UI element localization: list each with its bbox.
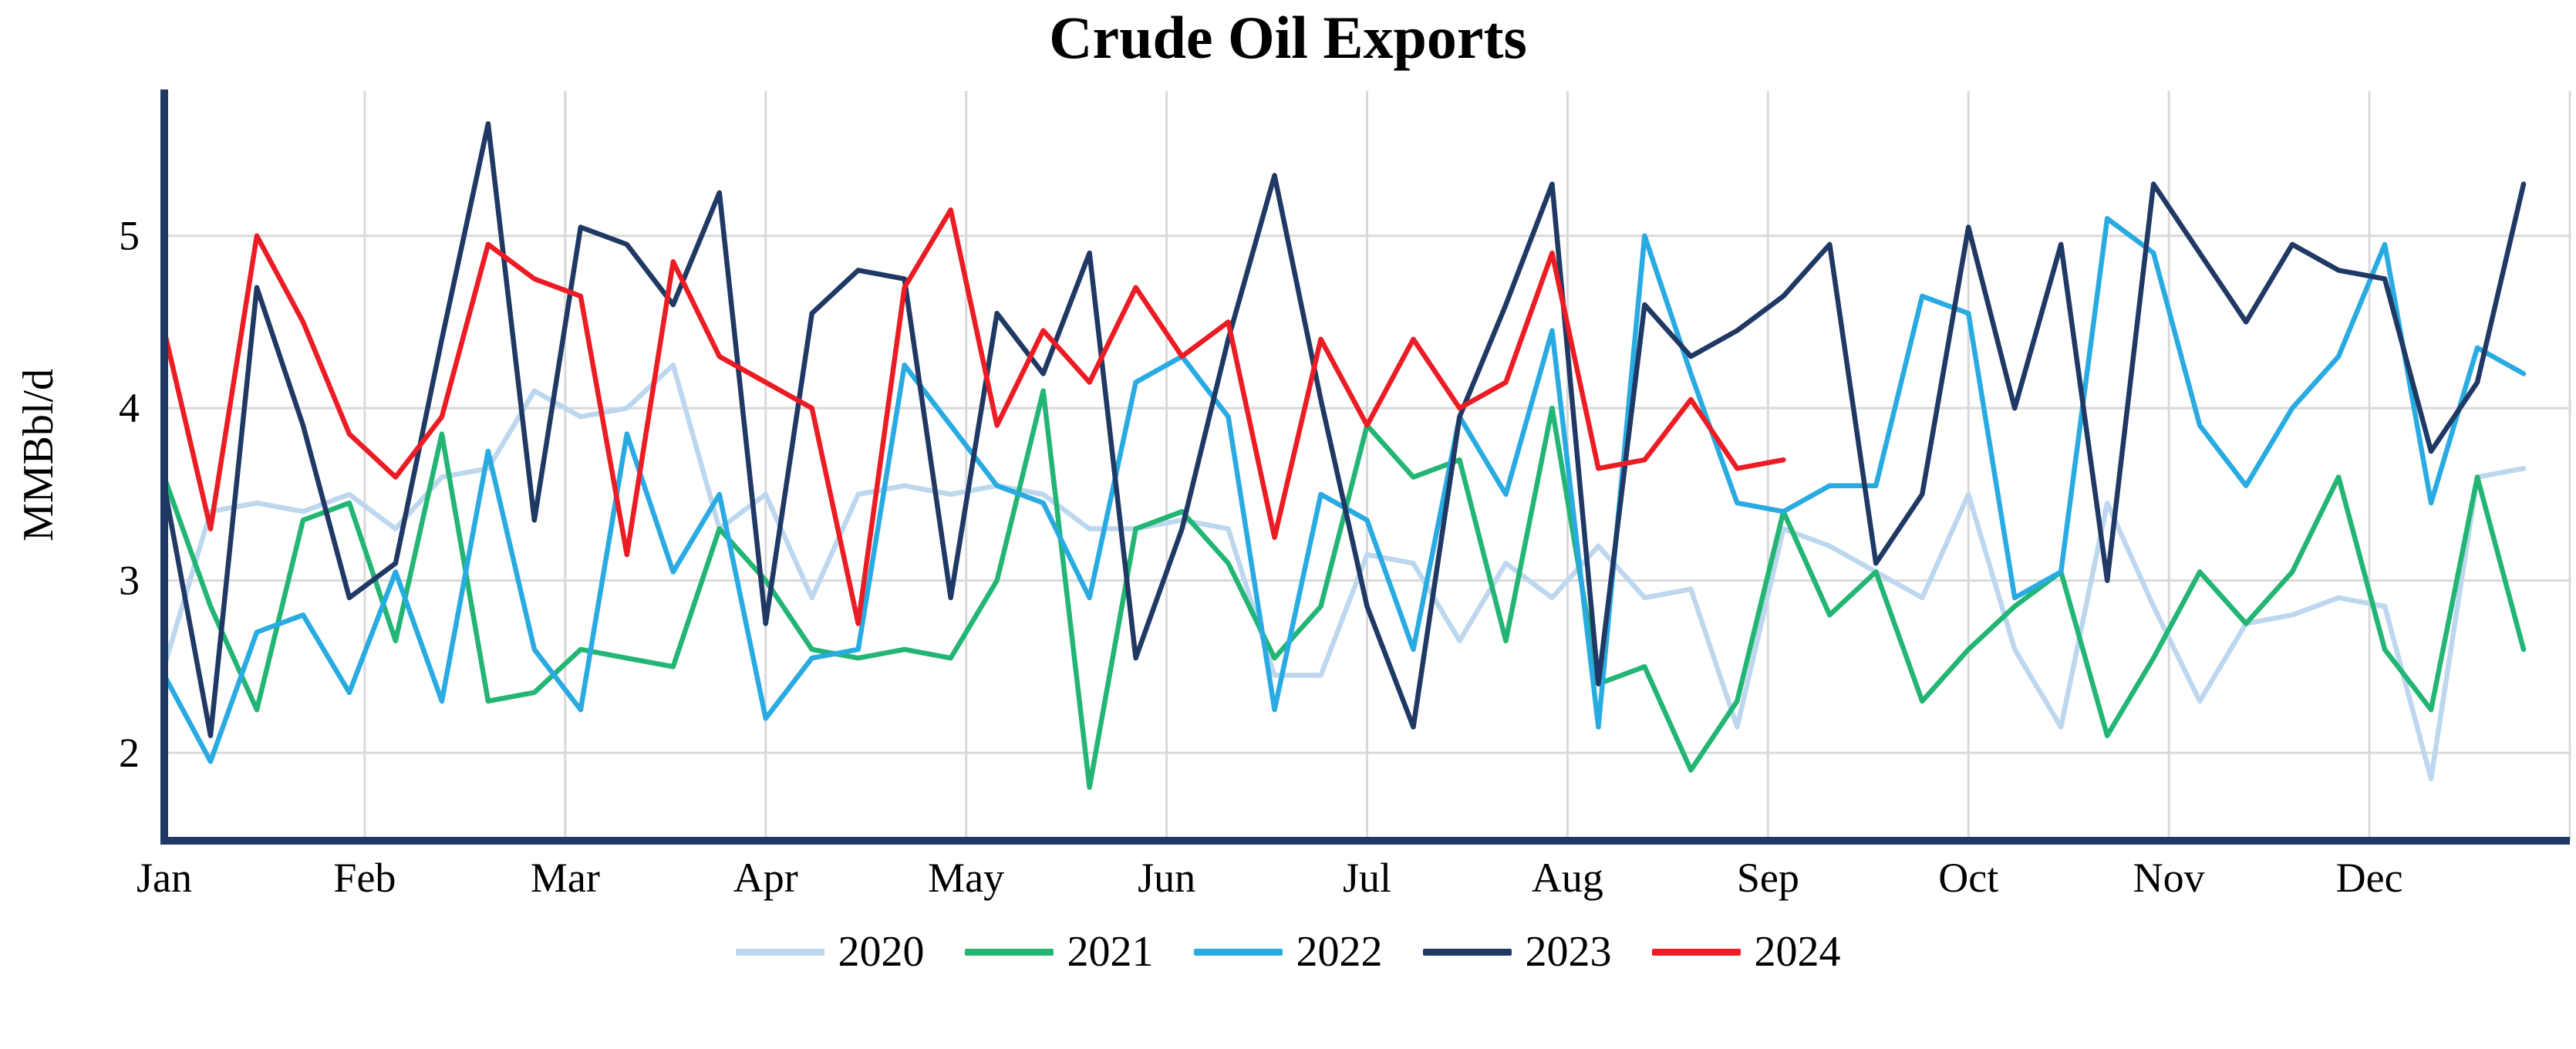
legend-label-2023: 2023 [1525,928,1612,976]
legend-item-2020: 2020 [735,928,925,976]
x-tick-label-apr: Apr [733,855,798,901]
series-line-2024 [161,207,1786,626]
legend: 2020 2021 2022 2023 2024 [0,930,2576,973]
series-line-2023 [161,121,2527,738]
legend-label-2021: 2021 [1067,928,1154,976]
x-tick-label-sep: Sep [1737,855,1799,901]
series-line-2021 [161,388,2527,790]
legend-item-2022: 2022 [1193,928,1383,976]
legend-line-swatch-2023 [1422,948,1512,956]
x-tick-label-aug: Aug [1532,855,1603,901]
x-tick-label-oct: Oct [1938,855,1998,901]
legend-line-swatch-2024 [1651,948,1741,956]
x-tick-label-may: May [928,855,1004,901]
legend-label-2020: 2020 [838,928,925,976]
x-tick-label-mar: Mar [531,855,600,901]
legend-label-2024: 2024 [1754,928,1841,976]
x-tick-label-jul: Jul [1343,855,1391,901]
x-tick-label-feb: Feb [333,855,396,901]
legend-line-swatch-2020 [735,948,824,956]
legend-item-2023: 2023 [1422,928,1612,976]
series-line-2020 [161,363,2527,781]
y-tick-label: 5 [119,213,140,259]
legend-line-swatch-2021 [964,948,1054,956]
x-tick-label-jun: Jun [1138,855,1195,901]
y-tick-label: 3 [119,558,140,604]
y-tick-label: 2 [119,730,140,776]
chart-title: Crude Oil Exports [1049,4,1527,71]
x-tick-label-dec: Dec [2336,855,2403,901]
legend-label-2022: 2022 [1296,928,1383,976]
y-tick-label: 4 [119,385,140,431]
legend-item-2021: 2021 [964,928,1154,976]
legend-item-2024: 2024 [1651,928,1841,976]
x-tick-label-jan: Jan [137,855,192,901]
legend-line-swatch-2022 [1193,948,1283,956]
x-tick-label-nov: Nov [2133,855,2205,901]
